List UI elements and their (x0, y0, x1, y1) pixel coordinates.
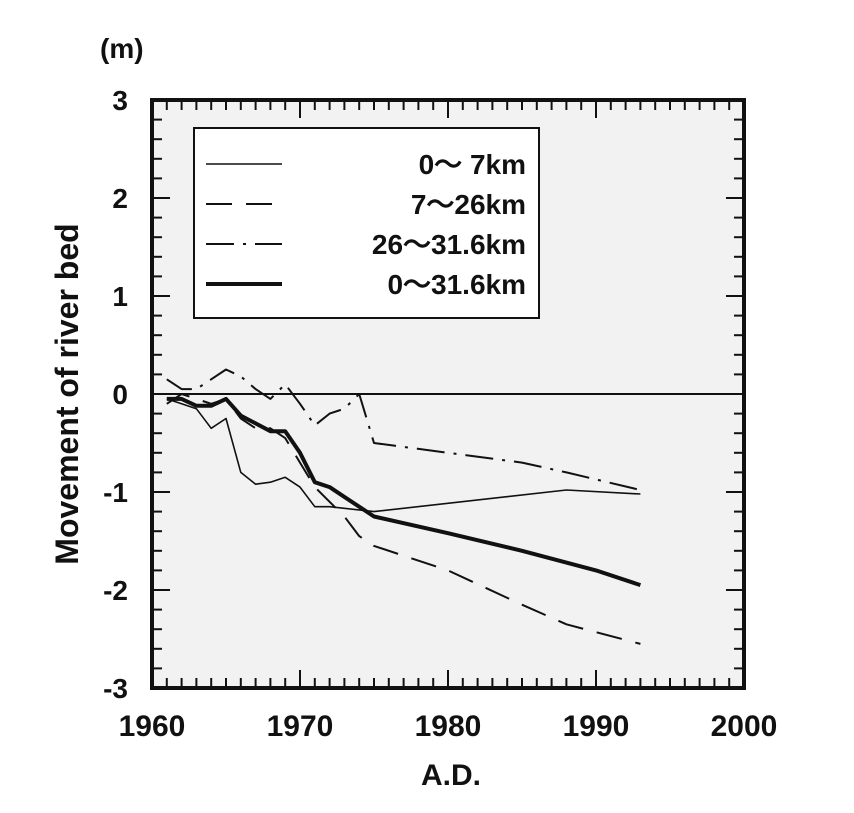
x-tick-label: 1960 (119, 710, 186, 743)
series-line-1 (166, 398, 641, 513)
y-tick-label: 1 (112, 281, 128, 312)
series-layer (166, 368, 642, 645)
y-tick-label: 3 (112, 85, 128, 116)
y-tick-label: -2 (103, 575, 128, 606)
legend-label-4: 0～31.6km (387, 269, 526, 300)
series-line-4 (166, 396, 642, 587)
series-line-3 (166, 368, 641, 491)
x-axis-label: A.D. (421, 759, 481, 792)
y-axis-label: Movement of river bed (49, 223, 85, 564)
y-tick-label: 0 (112, 379, 128, 410)
legend: 0～ 7km 7～26km 26～31.6km 0～31.6km (193, 127, 540, 319)
legend-label-3: 26～31.6km (372, 229, 526, 260)
x-tick-label: 2000 (711, 710, 778, 743)
plot-frame (150, 98, 746, 690)
x-tick-label: 1980 (415, 710, 482, 743)
y-tick-label: -1 (103, 477, 128, 508)
y-tick-label: -3 (103, 673, 128, 704)
legend-box (193, 127, 540, 319)
x-tick-label: 1990 (563, 710, 630, 743)
legend-label-2: 7～26km (411, 189, 526, 220)
legend-label-1: 0～ 7km (419, 149, 526, 180)
tick-labels-layer: 1960 1970 1980 1990 2000 3 2 1 0 -1 -2 -3 (103, 85, 777, 743)
y-unit-label: (m) (100, 33, 144, 64)
y-tick-label: 2 (112, 183, 128, 214)
x-tick-label: 1970 (267, 710, 334, 743)
